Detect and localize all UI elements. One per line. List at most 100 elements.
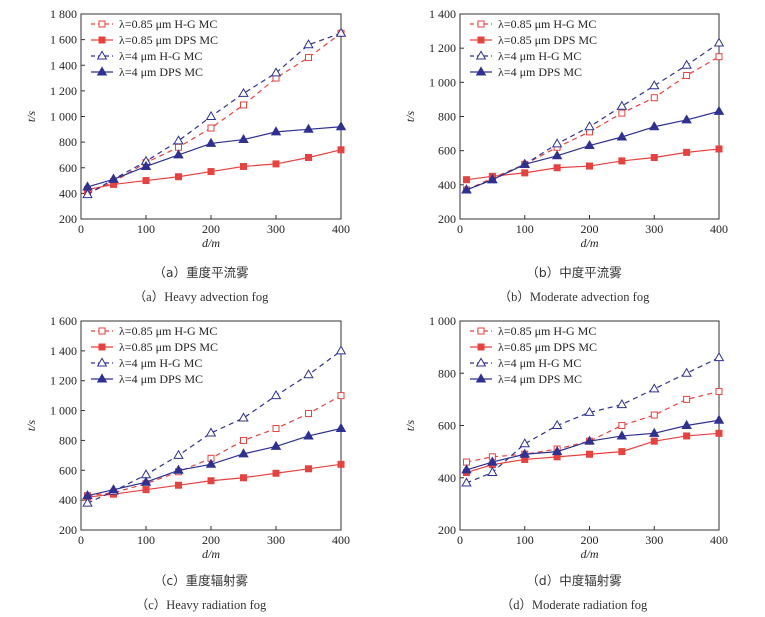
data-point-dps4	[173, 464, 184, 474]
caption-zh-c: （c）重度辐射雾	[153, 573, 249, 588]
data-point-dps085	[207, 477, 215, 485]
legend-label-hg085: λ=0.85 μm H-G MC	[498, 324, 596, 338]
data-point-hg085	[715, 53, 723, 61]
data-point-hg085	[683, 395, 691, 403]
data-point-hg4	[551, 419, 563, 429]
data-point-hg4	[140, 469, 152, 479]
data-point-dps4	[461, 464, 472, 474]
data-point-hg4	[584, 406, 595, 416]
data-point-hg4	[205, 427, 217, 437]
y-axis-label: t/s	[403, 420, 417, 432]
y-tick-label: 400	[59, 493, 77, 507]
data-point-dps085	[272, 160, 280, 168]
data-point-dps4	[108, 484, 119, 494]
data-point-hg4	[270, 390, 282, 400]
data-point-dps085	[240, 162, 247, 170]
x-tick-label: 0	[78, 533, 84, 547]
legend-label-dps4: λ=4 μm DPS MC	[119, 65, 203, 79]
x-tick-label: 100	[516, 222, 534, 236]
data-point-hg4	[681, 59, 692, 69]
data-point-hg4	[487, 466, 498, 477]
data-point-dps085	[521, 169, 529, 177]
legend-marker-dps4	[475, 373, 487, 383]
data-point-dps4	[270, 440, 282, 450]
x-tick-label: 200	[202, 533, 220, 547]
caption-zh-a: （a）重度平流雾	[153, 265, 249, 280]
series-line-hg4	[466, 357, 720, 484]
data-point-hg085	[337, 392, 345, 400]
data-point-hg085	[683, 72, 691, 79]
data-point-hg4	[616, 398, 628, 409]
data-point-dps085	[618, 157, 626, 165]
data-point-dps4	[335, 121, 347, 131]
data-point-dps4	[616, 131, 628, 141]
data-point-dps4	[487, 456, 498, 466]
legend-marker-dps4	[475, 66, 487, 76]
x-tick-label: 300	[267, 533, 285, 547]
data-point-dps4	[238, 448, 249, 458]
y-tick-label: 1 200	[50, 374, 77, 388]
chart-a: 200 400 600 800 1 000 1 200 1 400 1 600 1 800 0 10…	[24, 7, 350, 250]
y-tick-label: 600	[438, 419, 456, 433]
y-tick-label: 1 400	[50, 344, 77, 358]
data-point-hg4	[270, 67, 282, 77]
chart-b: 200 400 600 800 1 000 1 200 1 400 0 100 200 300 400…	[403, 7, 728, 250]
x-tick-label: 0	[457, 222, 463, 236]
y-tick-label: 1 000	[429, 75, 456, 89]
data-point-dps085	[240, 474, 247, 482]
data-point-hg085	[462, 458, 470, 466]
data-point-hg4	[205, 110, 217, 120]
series-line-dps4	[466, 110, 720, 191]
data-point-dps085	[337, 146, 345, 154]
x-tick-label: 0	[78, 222, 84, 236]
data-point-hg4	[335, 27, 347, 37]
y-axis-label: t/s	[24, 420, 38, 432]
legend-label-hg4: λ=4 μm H-G MC	[119, 356, 202, 370]
y-tick-label: 200	[438, 212, 456, 226]
data-point-hg085	[305, 54, 312, 62]
data-point-hg4	[713, 37, 725, 47]
data-point-dps4	[551, 446, 563, 456]
y-tick-label: 800	[59, 433, 77, 447]
data-point-hg4	[173, 449, 184, 459]
data-point-dps085	[650, 154, 658, 161]
caption-en-a: （a）Heavy advection fog	[133, 290, 269, 304]
y-tick-label: 200	[59, 523, 77, 537]
legend-label-dps4: λ=4 μm DPS MC	[498, 65, 582, 79]
data-point-hg085	[715, 388, 723, 396]
data-point-dps4	[649, 121, 660, 131]
x-axis-label: d/m	[202, 547, 220, 561]
data-point-hg085	[240, 101, 247, 109]
x-tick-label: 200	[581, 222, 599, 236]
data-point-dps4	[713, 105, 725, 115]
y-tick-label: 200	[59, 212, 77, 226]
y-tick-label: 1 600	[50, 33, 77, 47]
series-line-hg085	[466, 390, 720, 463]
legend-label-dps085: λ=0.85 μm DPS MC	[498, 340, 597, 354]
series-line-hg4	[87, 350, 342, 504]
data-point-dps085	[462, 176, 470, 184]
data-point-hg4	[82, 497, 93, 507]
legend-label-dps085: λ=0.85 μm DPS MC	[119, 33, 218, 47]
data-point-hg4	[616, 100, 628, 110]
data-point-dps085	[272, 469, 280, 477]
data-point-dps4	[681, 114, 692, 124]
legend-label-hg085: λ=0.85 μm H-G MC	[119, 17, 217, 31]
y-tick-label: 400	[59, 186, 77, 200]
legend-marker-hg085	[477, 20, 485, 28]
y-tick-label: 800	[438, 366, 456, 380]
data-point-dps4	[303, 123, 314, 133]
y-tick-label: 1 400	[50, 58, 77, 72]
y-tick-label: 1 600	[50, 314, 77, 328]
x-axis-label: d/m	[581, 236, 599, 250]
y-axis-label: t/s	[403, 111, 417, 123]
x-tick-label: 300	[645, 533, 663, 547]
data-point-dps4	[551, 150, 563, 160]
legend-label-hg4: λ=4 μm H-G MC	[498, 356, 581, 370]
data-point-hg4	[519, 438, 530, 448]
x-tick-label: 300	[645, 222, 663, 236]
data-point-hg4	[303, 39, 314, 49]
series-line-dps4	[87, 427, 342, 497]
y-tick-label: 800	[438, 110, 456, 124]
